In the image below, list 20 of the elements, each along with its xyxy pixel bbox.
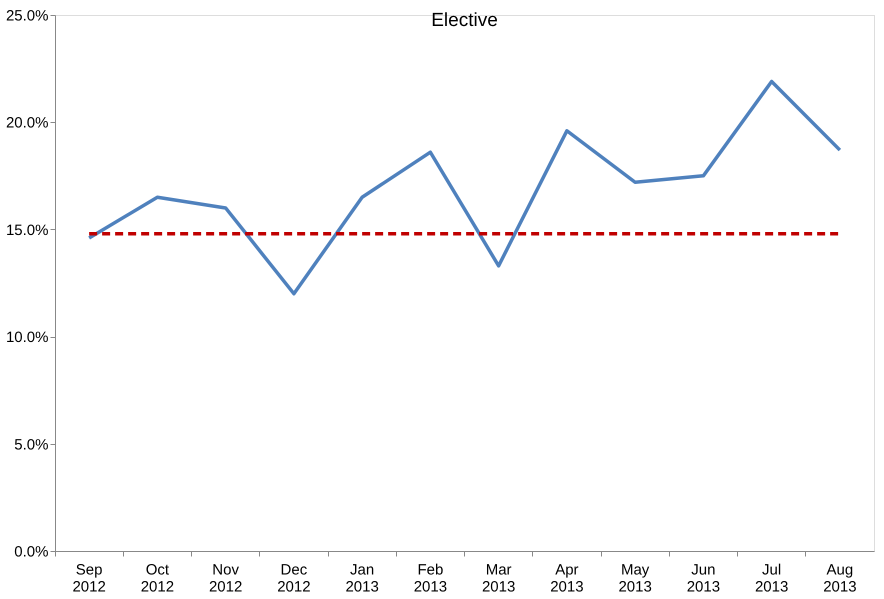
y-tick-label: 5.0% — [14, 436, 48, 454]
y-tick-label: 20.0% — [6, 114, 48, 132]
y-tick-label: 0.0% — [14, 544, 48, 560]
chart-title: Elective — [431, 10, 498, 31]
x-tick-label: Feb 2013 — [414, 562, 448, 596]
x-tick-label: Oct 2012 — [140, 562, 174, 596]
x-tick-label: Dec 2012 — [277, 562, 311, 596]
x-tick-label: Jan 2013 — [345, 562, 379, 596]
x-tick-label: Nov 2012 — [208, 562, 242, 596]
x-tick-label: Jul 2013 — [754, 562, 788, 596]
x-tick-label: May 2013 — [618, 562, 652, 596]
x-tick-label: Sep 2012 — [72, 562, 106, 596]
y-tick-label: 15.0% — [6, 222, 48, 239]
x-tick-label: Mar 2013 — [482, 562, 516, 596]
y-tick-label: 10.0% — [6, 329, 48, 346]
y-tick-label: 25.0% — [6, 8, 48, 24]
x-tick-label: Apr 2013 — [550, 562, 584, 596]
line-series — [87, 80, 842, 296]
x-tick-label: Aug 2013 — [823, 562, 857, 596]
x-tick-label: Jun 2013 — [686, 562, 720, 596]
